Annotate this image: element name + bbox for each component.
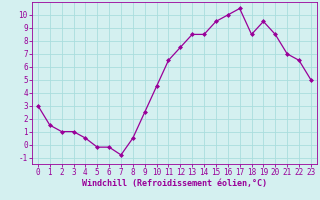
X-axis label: Windchill (Refroidissement éolien,°C): Windchill (Refroidissement éolien,°C) [82,179,267,188]
